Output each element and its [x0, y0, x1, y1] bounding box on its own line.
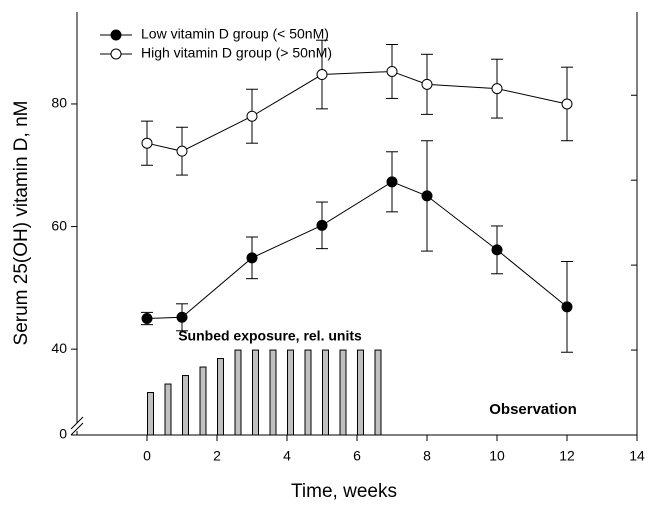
- x-tick-label: 8: [423, 448, 431, 464]
- y-tick-label: 60: [51, 217, 67, 233]
- bar: [357, 349, 364, 436]
- point: [491, 83, 503, 95]
- point: [141, 137, 153, 149]
- annotation: Observation: [489, 401, 577, 418]
- point: [141, 313, 153, 325]
- x-tick-label: 4: [283, 448, 291, 464]
- point: [176, 311, 188, 323]
- y-tick-label: 0: [59, 426, 67, 442]
- y-tick-label: 80: [51, 95, 67, 111]
- bar: [147, 392, 154, 436]
- bar: [252, 349, 259, 436]
- point: [316, 219, 328, 231]
- point: [316, 69, 328, 81]
- bar: [199, 366, 207, 436]
- x-axis-label: Time, weeks: [291, 481, 397, 502]
- x-tick-label: 12: [559, 448, 575, 464]
- point: [246, 252, 258, 264]
- y-tick-label: 40: [51, 340, 67, 356]
- point: [421, 190, 433, 202]
- bar: [304, 349, 312, 436]
- bar: [269, 349, 277, 436]
- bar: [164, 383, 172, 436]
- bars-label: Sunbed exposure, rel. units: [178, 328, 362, 344]
- bar: [217, 358, 224, 436]
- legend-marker: [110, 48, 122, 60]
- legend-marker: [110, 29, 122, 41]
- point: [561, 98, 573, 110]
- bar: [287, 349, 294, 436]
- x-tick-label: 2: [213, 448, 221, 464]
- bar: [234, 349, 242, 436]
- bar: [339, 349, 347, 436]
- point: [176, 145, 188, 157]
- bar: [374, 349, 382, 436]
- point: [246, 110, 258, 122]
- point: [386, 176, 398, 188]
- point: [491, 244, 503, 256]
- y-axis-label: Serum 25(OH) vitamin D, nM: [11, 101, 32, 346]
- bar: [182, 375, 189, 436]
- x-tick-label: 6: [353, 448, 361, 464]
- series-line: [146, 70, 568, 152]
- axis-break: [70, 422, 84, 436]
- x-tick-label: 10: [489, 448, 505, 464]
- point: [561, 301, 573, 313]
- axis-break: [70, 416, 84, 430]
- series-line: [146, 181, 568, 320]
- x-tick-label: 0: [143, 448, 151, 464]
- point: [421, 78, 433, 90]
- x-tick-label: 14: [629, 448, 645, 464]
- legend-label: High vitamin D group (> 50nM): [141, 45, 332, 61]
- bar: [322, 349, 329, 436]
- legend-label: Low vitamin D group (< 50nM): [141, 26, 329, 42]
- point: [386, 65, 398, 77]
